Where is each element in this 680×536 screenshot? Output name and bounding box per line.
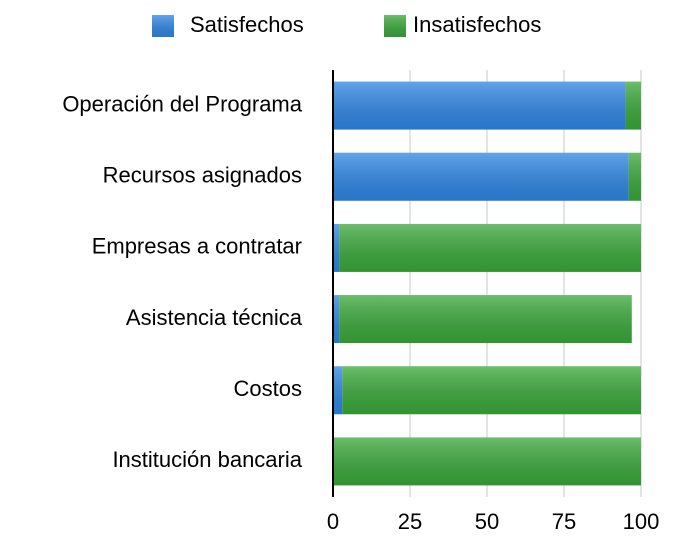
bar-shine xyxy=(333,81,626,130)
legend-label: Insatisfechos xyxy=(413,12,541,37)
bar-shine xyxy=(333,437,641,486)
bar-shine xyxy=(628,152,641,201)
x-tick-label: 75 xyxy=(552,509,576,534)
x-tick-label: 25 xyxy=(398,509,422,534)
bar-shine xyxy=(625,81,641,130)
bar-shine xyxy=(333,152,629,201)
bar-shine xyxy=(339,295,632,344)
bar-shine xyxy=(333,366,343,415)
y-tick-label: Costos xyxy=(234,376,302,401)
legend-swatch-shine xyxy=(152,15,174,37)
x-tick-label: 0 xyxy=(327,509,339,534)
legend-swatch-shine xyxy=(384,15,406,37)
y-tick-label: Asistencia técnica xyxy=(126,305,303,330)
legend-label: Satisfechos xyxy=(190,12,304,37)
y-tick-label: Recursos asignados xyxy=(103,163,302,188)
x-tick-label: 100 xyxy=(623,509,660,534)
y-tick-label: Institución bancaria xyxy=(112,447,302,472)
bar-shine xyxy=(333,295,340,344)
x-tick-label: 50 xyxy=(475,509,499,534)
bar-shine xyxy=(339,223,641,272)
y-tick-label: Empresas a contratar xyxy=(92,234,302,259)
bar-shine xyxy=(333,223,340,272)
bar-shine xyxy=(342,366,641,415)
y-tick-label: Operación del Programa xyxy=(62,91,302,116)
